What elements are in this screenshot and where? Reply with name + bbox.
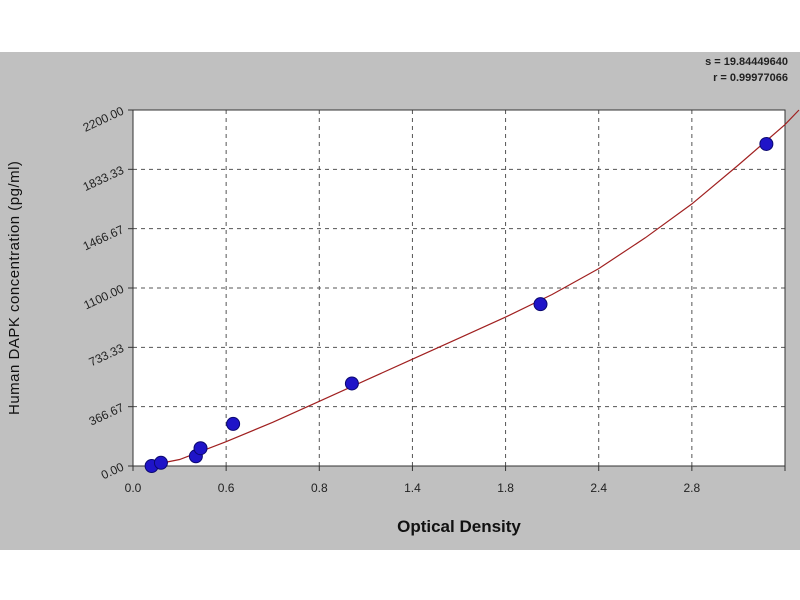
y-tick-label: 733.33 xyxy=(87,341,126,369)
y-tick-label: 366.67 xyxy=(87,400,126,428)
fit-statistics: s = 19.84449640 r = 0.99977066 xyxy=(705,54,788,86)
data-point xyxy=(344,376,359,391)
y-tick-label: 2200.00 xyxy=(81,104,127,135)
stat-r: r = 0.99977066 xyxy=(713,72,788,84)
x-tick-label: 1.4 xyxy=(404,481,421,495)
data-point xyxy=(759,136,774,151)
tick-labels: 0.0 0.6 0.8 1.4 1.8 2.4 2.8 0.00 366.67 733.33 110… xyxy=(81,104,701,495)
y-tick-label: 0.00 xyxy=(99,460,126,483)
axes xyxy=(128,109,786,471)
x-axis-label: Optical Density xyxy=(397,517,521,536)
plot-frame xyxy=(132,109,786,467)
x-tick-label: 0.6 xyxy=(218,481,235,495)
x-tick-label: 1.8 xyxy=(497,481,514,495)
fit-curve xyxy=(146,109,800,467)
data-point xyxy=(533,297,548,312)
plot-area xyxy=(133,110,785,466)
data-point xyxy=(193,441,208,456)
stat-s: s = 19.84449640 xyxy=(705,56,788,68)
x-tick-label: 2.8 xyxy=(684,481,701,495)
data-point xyxy=(153,455,168,470)
data-points xyxy=(144,136,774,473)
y-tick-label: 1833.33 xyxy=(81,163,127,194)
x-tick-label: 0.0 xyxy=(125,481,142,495)
x-tick-label: 2.4 xyxy=(590,481,607,495)
y-tick-label: 1466.67 xyxy=(81,222,127,253)
grid-lines xyxy=(133,110,785,466)
data-point xyxy=(226,416,241,431)
x-tick-label: 0.8 xyxy=(311,481,328,495)
y-tick-label: 1100.00 xyxy=(82,282,127,313)
